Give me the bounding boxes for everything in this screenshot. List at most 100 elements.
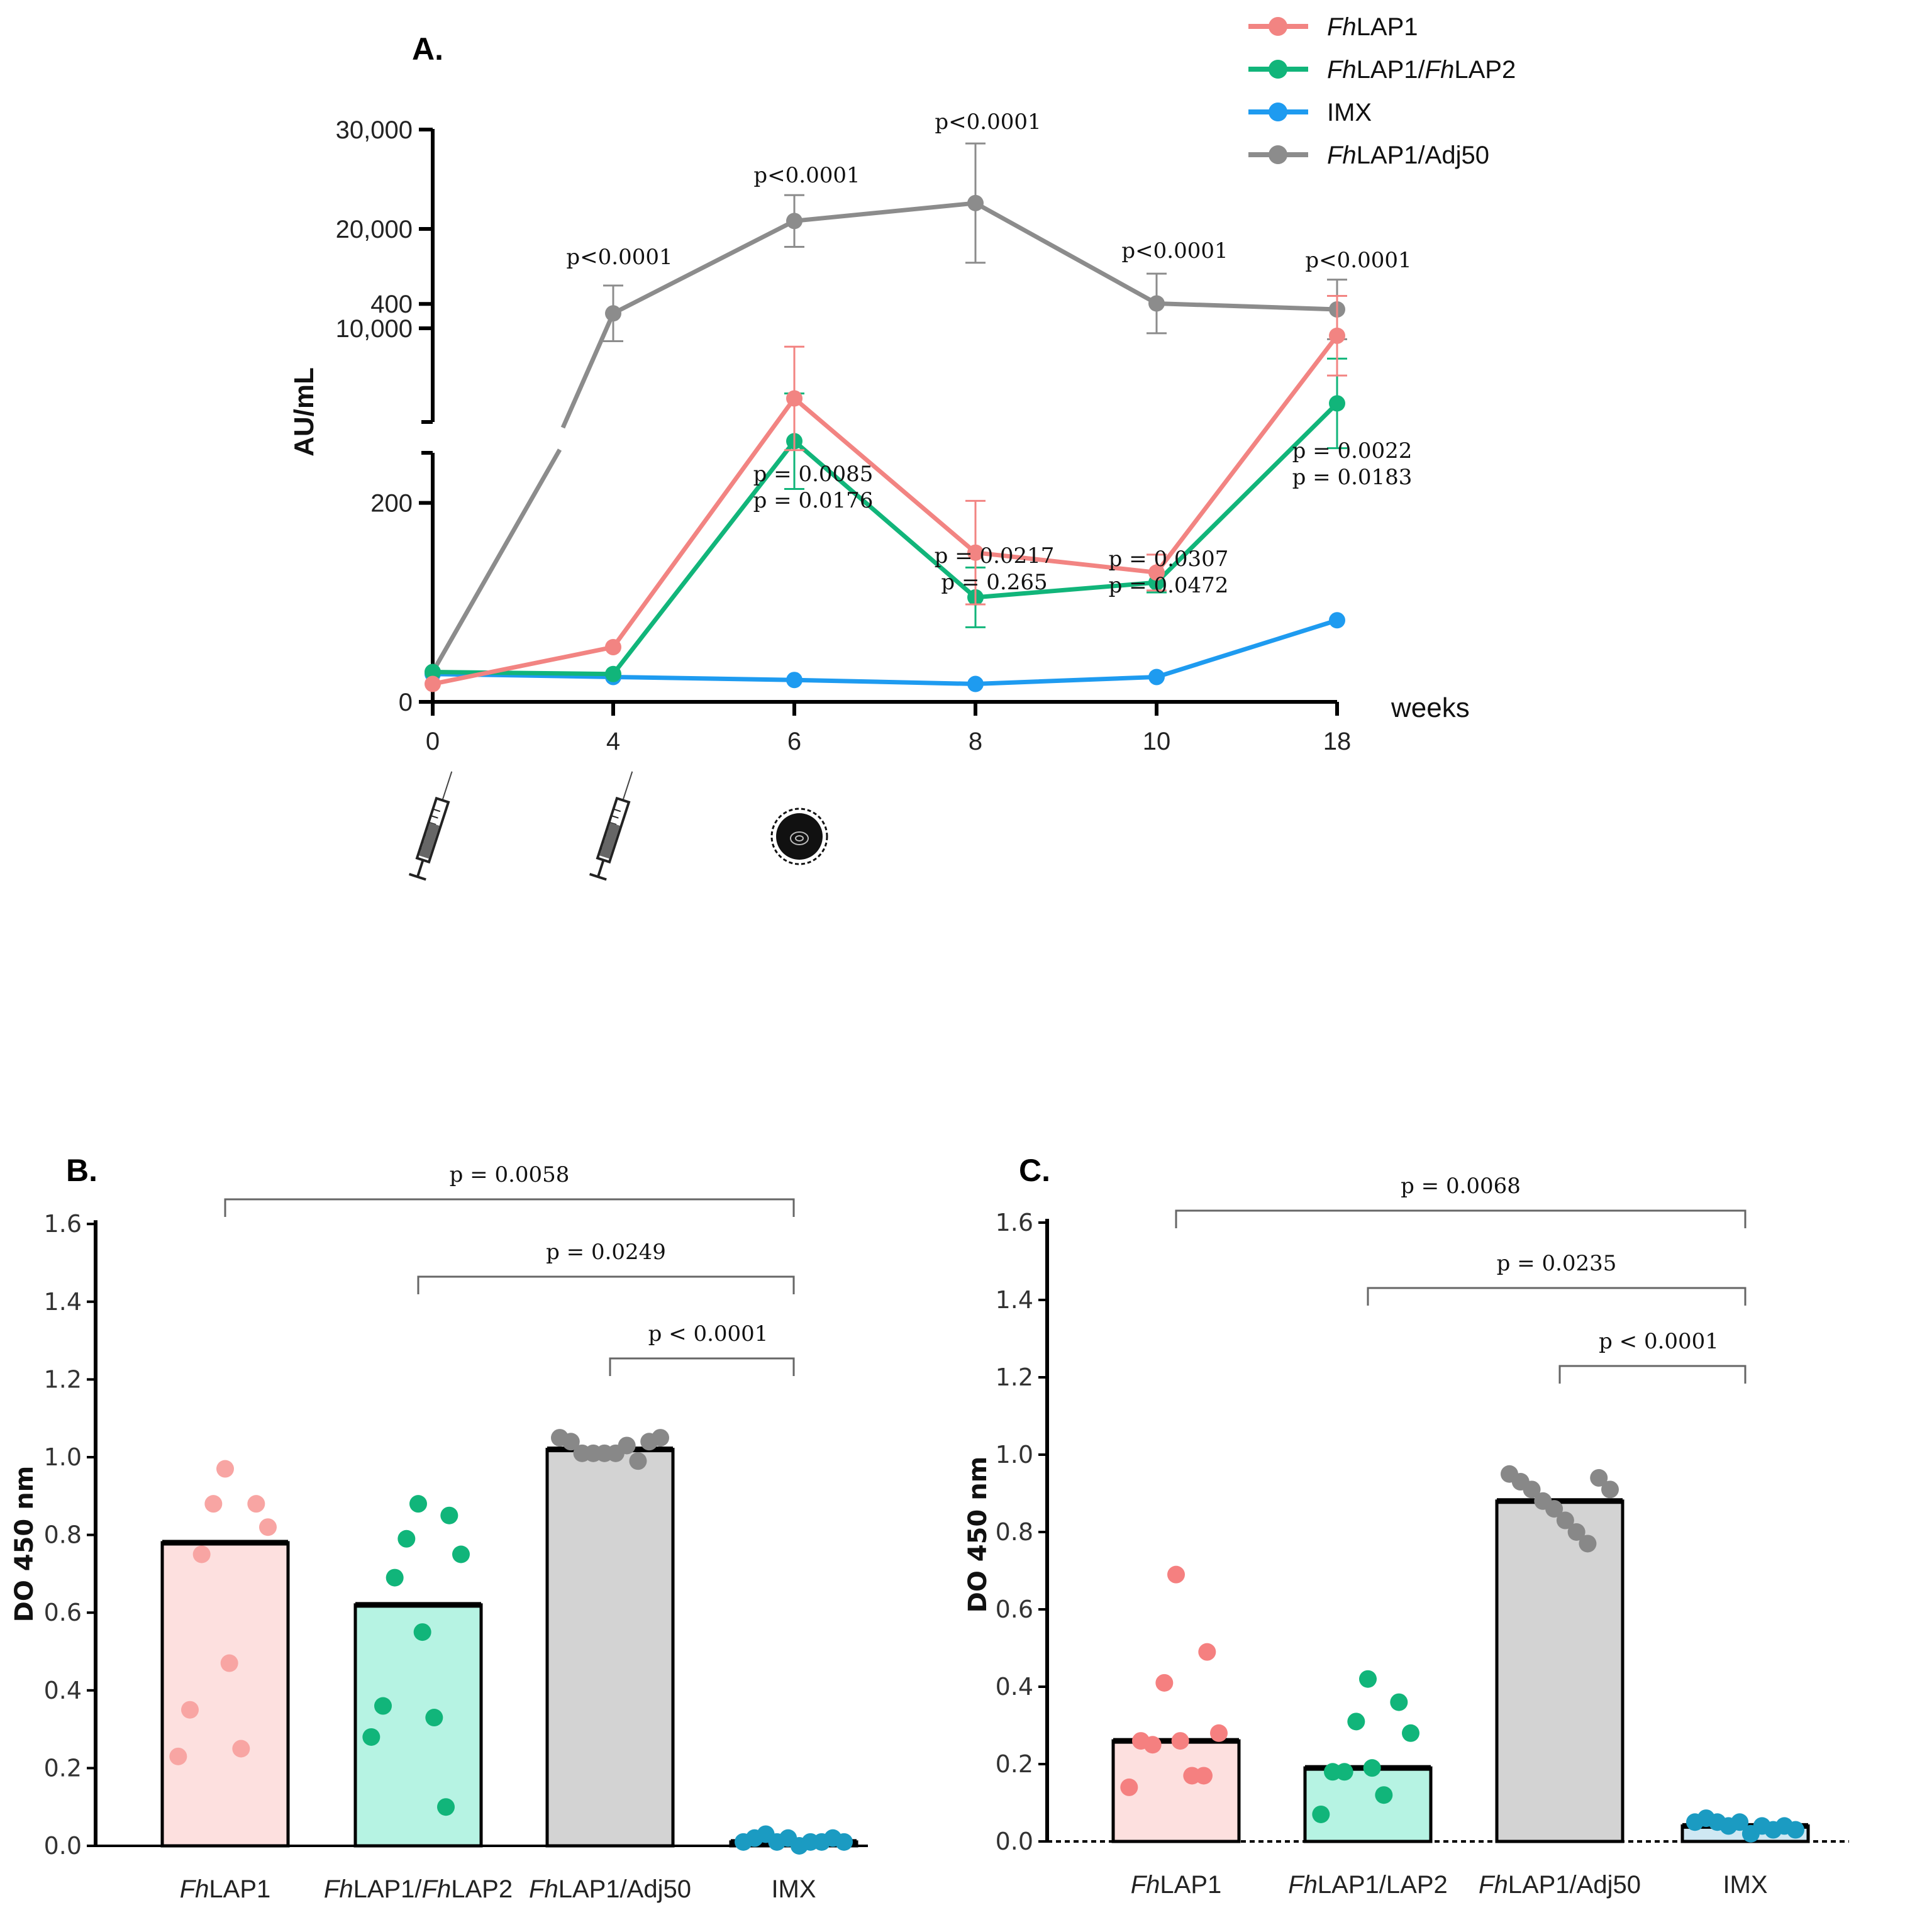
x-tick-label-prefix: Fh	[1131, 1871, 1160, 1899]
data-point	[1347, 1713, 1365, 1731]
y-tick-label: 1.6	[44, 1210, 82, 1238]
p-value-label: p = 0.0249	[546, 1240, 666, 1265]
x-tick-label-text: LAP1	[1160, 1871, 1221, 1899]
data-point	[1590, 1468, 1608, 1487]
data-point	[232, 1740, 250, 1758]
x-tick-label: FhLAP1	[180, 1875, 271, 1903]
data-point	[835, 1833, 853, 1851]
panel-c-label: C.	[1019, 1153, 1050, 1188]
series-line	[560, 312, 616, 429]
y-tick-label: 0.4	[996, 1673, 1033, 1701]
data-point	[374, 1697, 392, 1715]
series-fhlap1-adj50	[425, 142, 1347, 680]
syringe-graduation	[430, 814, 438, 819]
x-tick-label-prefix: Fh	[180, 1875, 209, 1903]
syringe-fluid	[599, 823, 620, 859]
data-point	[1329, 612, 1345, 629]
y-tick-label: 1.6	[996, 1209, 1033, 1236]
x-tick-label-text: LAP1	[209, 1875, 270, 1903]
data-point	[1148, 295, 1165, 312]
data-point	[425, 675, 441, 692]
data-point	[1402, 1724, 1419, 1742]
x-tick-label-text: LAP1/Adj50	[1508, 1871, 1641, 1899]
x-tick-label: 8	[969, 728, 982, 755]
legend-label-text: IMX	[1327, 99, 1372, 126]
x-tick-label: 18	[1323, 728, 1352, 755]
panel-a-annotations: p<0.0001 p<0.0001 p<0.0001 p<0.0001 p<0.0001…	[566, 109, 1412, 598]
panel-a-x-axis-label: weeks	[1391, 692, 1470, 723]
x-tick-label-text: IMX	[771, 1875, 816, 1903]
parasite-egg-icon	[770, 808, 828, 865]
x-tick-label-text: LAP1/LAP2	[1318, 1871, 1448, 1899]
syringe-icon	[589, 771, 633, 881]
syringe-plunger	[596, 859, 605, 877]
egg-core	[790, 831, 809, 845]
data-point	[1390, 1693, 1408, 1711]
p-value-annotation: p = 0.0176	[753, 488, 874, 513]
x-tick-label-text: IMX	[1723, 1871, 1767, 1899]
data-point	[1375, 1786, 1393, 1804]
x-tick-label: 0	[426, 728, 440, 755]
series-imx	[425, 612, 1345, 692]
bracket-line	[1175, 1209, 1747, 1228]
data-point	[605, 305, 621, 322]
panel-a-y-axis-label: AU/mL	[289, 367, 319, 457]
y-tick-label: 0.4	[44, 1677, 82, 1704]
legend-label-text2: LAP2	[1454, 56, 1516, 84]
data-point	[605, 665, 621, 682]
data-point	[1363, 1759, 1381, 1777]
y-tick-label: 0.0	[996, 1828, 1033, 1855]
data-point	[786, 390, 803, 407]
data-point	[181, 1701, 199, 1719]
data-point	[247, 1495, 265, 1513]
significance-bracket: p = 0.0058	[224, 1162, 795, 1217]
p-value-annotation: p<0.0001	[566, 245, 672, 270]
data-point	[204, 1495, 223, 1513]
syringe-needle	[442, 771, 453, 801]
x-tick-label-prefix: Fh	[324, 1875, 353, 1903]
bar	[353, 1603, 483, 1848]
y-tick-label: 0.6	[44, 1599, 82, 1626]
bracket-line	[1558, 1365, 1747, 1384]
data-point	[605, 638, 621, 655]
data-point	[786, 213, 803, 230]
p-value-annotation: p = 0.0183	[1292, 465, 1413, 490]
x-tick-label: 4	[606, 728, 620, 755]
data-point	[1787, 1821, 1804, 1839]
bar	[1303, 1766, 1433, 1843]
data-point	[629, 1452, 647, 1470]
data-point	[440, 1506, 458, 1524]
legend-label-text: LAP1/	[1357, 56, 1426, 84]
data-point	[437, 1798, 455, 1816]
y-tick-label: 400	[370, 291, 413, 318]
bar	[545, 1448, 675, 1848]
y-tick-label: 20,000	[336, 216, 413, 243]
data-point	[967, 544, 984, 561]
egg-nucleus	[795, 835, 804, 841]
x-tick-label: FhLAP1/Adj50	[529, 1875, 691, 1903]
data-point	[386, 1568, 404, 1587]
syringe-fluid	[419, 823, 440, 859]
x-tick-label-prefix: Fh	[529, 1875, 558, 1903]
panel-b-label: B.	[66, 1153, 97, 1188]
data-point	[1359, 1670, 1377, 1688]
bracket-line	[417, 1275, 795, 1294]
legend-label-text: LAP1	[1357, 13, 1418, 41]
x-tick-label: FhLAP1/FhLAP2	[324, 1875, 513, 1903]
syringe-icon	[408, 771, 453, 881]
data-point	[397, 1530, 416, 1548]
series-line	[432, 618, 1338, 687]
significance-bracket: p < 0.0001	[609, 1321, 795, 1376]
p-value-label: p = 0.0068	[1401, 1174, 1521, 1199]
syringe-plunger	[416, 859, 425, 877]
y-tick-label: 0.8	[996, 1518, 1033, 1546]
y-tick-label: 0.2	[996, 1750, 1033, 1778]
x-tick-label: FhLAP1/LAP2	[1288, 1871, 1448, 1899]
p-value-annotation: p<0.0001	[1121, 238, 1228, 264]
p-value-annotation: p = 0.0217	[935, 543, 1055, 569]
p-value-annotation: p<0.0001	[753, 163, 860, 188]
x-tick-label: FhLAP1	[1131, 1871, 1222, 1899]
data-point	[169, 1747, 187, 1765]
